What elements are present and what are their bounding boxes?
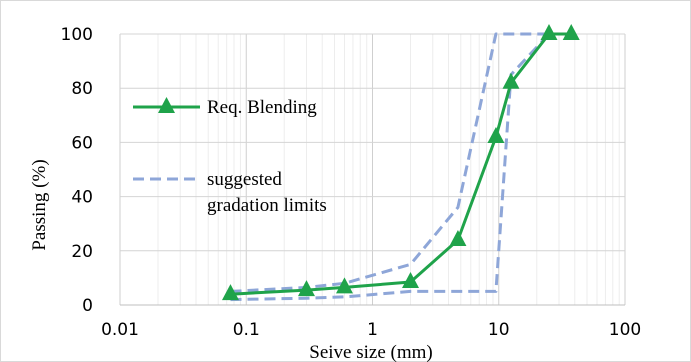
- legend-label-req-blending: Req. Blending: [207, 97, 317, 118]
- data-point-marker: [221, 284, 239, 301]
- x-tick-label: 0.1: [233, 320, 260, 340]
- data-point-marker: [335, 277, 353, 294]
- data-point-marker: [402, 271, 420, 288]
- grid: [119, 33, 626, 306]
- y-tick-label: 100: [61, 25, 93, 45]
- series-line-2: [230, 32, 572, 302]
- data-point-marker: [562, 24, 580, 40]
- y-tick-label: 60: [71, 133, 93, 153]
- y-tick-label: 80: [71, 79, 93, 99]
- series: [221, 24, 580, 302]
- tick-labels: 0 20 40 60 80 100 0.01 0.1 1 10 100: [61, 25, 642, 340]
- legend-marker-req-blending: [158, 97, 175, 113]
- legend-label-gradation-line2: gradation limits: [207, 195, 327, 216]
- y-axis-title: Passing (%): [29, 159, 50, 250]
- y-tick-label: 40: [71, 188, 93, 208]
- y-tick-label: 0: [82, 296, 93, 316]
- data-point-marker: [540, 24, 558, 40]
- data-point-marker: [502, 72, 520, 89]
- data-point-marker: [487, 126, 505, 143]
- y-tick-label: 20: [71, 242, 93, 262]
- legend-label-gradation-line1: suggested: [207, 169, 282, 190]
- x-tick-label: 100: [609, 320, 641, 340]
- series-line-1: [230, 32, 572, 293]
- data-point-marker: [297, 280, 315, 297]
- x-tick-label: 10: [488, 320, 510, 340]
- legend: Req. Blending suggested gradation limits: [133, 97, 327, 216]
- data-point-marker: [449, 229, 467, 246]
- x-tick-label: 0.01: [101, 320, 139, 340]
- x-axis-title: Seive size (mm): [309, 342, 432, 362]
- x-tick-label: 1: [367, 320, 378, 340]
